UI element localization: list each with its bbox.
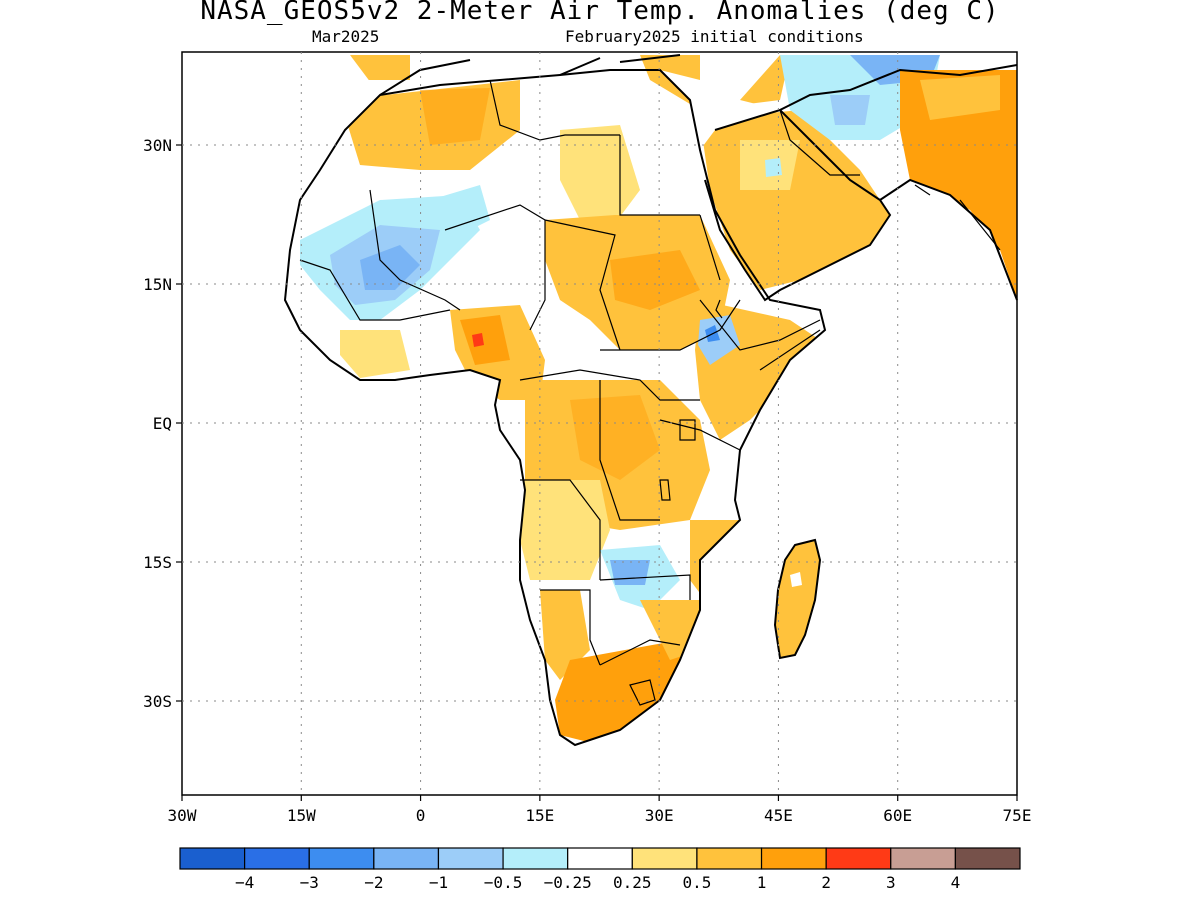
legend-label: 1 — [757, 873, 767, 892]
color-legend: −4 −3 −2 −1 −0.5 −0.25 0.25 0.5 1 2 3 4 — [179, 847, 1021, 892]
legend-label: 2 — [821, 873, 831, 892]
lon-label: 30E — [645, 806, 674, 825]
legend-label: −3 — [300, 873, 319, 892]
lon-label: 75E — [1003, 806, 1032, 825]
legend-swatch — [760, 847, 827, 870]
legend-swatch — [954, 847, 1021, 870]
legend-swatch — [890, 847, 956, 870]
legend-label: −1 — [429, 873, 448, 892]
legend-swatch — [825, 847, 892, 870]
legend-label: 0.5 — [682, 873, 711, 892]
lat-label: 30S — [143, 692, 172, 711]
legend-label: −0.5 — [484, 873, 523, 892]
lon-label: 15W — [287, 806, 316, 825]
legend-swatch — [567, 847, 633, 870]
legend-swatch — [244, 847, 310, 870]
legend-label: 4 — [951, 873, 961, 892]
lon-label: 15E — [525, 806, 554, 825]
initial-conditions: February2025 initial conditions — [565, 27, 864, 46]
lat-label: 30N — [143, 136, 172, 155]
legend-label: 3 — [886, 873, 896, 892]
lon-label: 30W — [168, 806, 197, 825]
lon-label: 0 — [416, 806, 426, 825]
legend-label: −2 — [364, 873, 383, 892]
gridlines — [182, 52, 1017, 795]
legend-label: −0.25 — [544, 873, 592, 892]
legend-swatch — [179, 847, 246, 870]
legend-swatch — [373, 847, 440, 870]
legend-swatch — [308, 847, 375, 870]
legend-label: 0.25 — [613, 873, 652, 892]
lat-label: EQ — [153, 414, 172, 433]
legend-label: −4 — [235, 873, 254, 892]
forecast-month: Mar2025 — [312, 27, 380, 46]
lon-label: 45E — [764, 806, 793, 825]
lat-label: 15N — [143, 275, 172, 294]
legend-swatch — [437, 847, 504, 870]
lon-label: 60E — [883, 806, 912, 825]
legend-swatch — [631, 847, 698, 870]
legend-swatch — [696, 847, 763, 870]
legend-swatch — [502, 847, 569, 870]
lat-label: 15S — [143, 553, 172, 572]
coastlines — [283, 54, 1018, 747]
country-borders — [299, 79, 1001, 706]
axis-labels: 30N 15N EQ 15S 30S 30W 15W 0 15E 30E 45E 60E 75E — [143, 136, 1031, 825]
chart-title: NASA_GEOS5v2 2-Meter Air Temp. Anomalies… — [200, 0, 1000, 26]
